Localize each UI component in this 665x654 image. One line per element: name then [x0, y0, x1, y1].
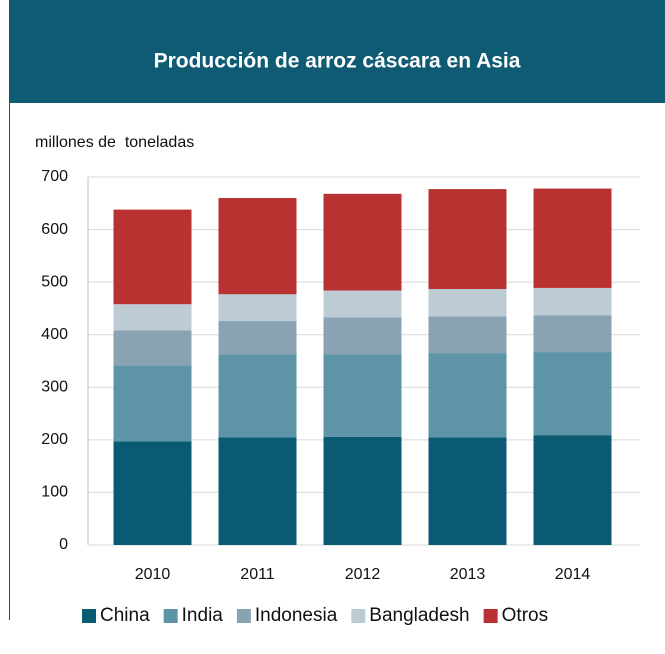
- bar-segment: [533, 315, 612, 353]
- bar-segment: [323, 290, 402, 318]
- bar-segment: [428, 437, 507, 545]
- bar-segment: [218, 354, 297, 438]
- legend-swatch: [82, 609, 96, 623]
- y-tick-label: 600: [41, 221, 68, 238]
- x-tick-label: 2013: [450, 566, 486, 583]
- bar-segment: [323, 317, 402, 355]
- y-tick-label: 400: [41, 326, 68, 343]
- y-axis-label: millones de toneladas: [35, 134, 194, 151]
- y-tick-label: 500: [41, 273, 68, 290]
- bar-segment: [113, 330, 192, 366]
- bar-segment: [323, 354, 402, 437]
- x-tick-label: 2011: [240, 566, 275, 583]
- bar-segment: [113, 304, 192, 331]
- bar-segment: [113, 365, 192, 442]
- bar-segment: [218, 321, 297, 355]
- y-tick-label: 100: [41, 484, 68, 501]
- bar-segment: [323, 193, 402, 291]
- bar-segment: [533, 287, 612, 316]
- bar-segment: [218, 294, 297, 322]
- bar-segment: [533, 435, 612, 545]
- bar-segment: [533, 352, 612, 436]
- bar-segment: [428, 316, 507, 354]
- legend-label: India: [182, 605, 224, 626]
- y-tick-label: 200: [41, 431, 68, 448]
- y-tick-label: 0: [59, 536, 68, 553]
- bar-segment: [428, 189, 507, 289]
- legend-swatch: [483, 609, 498, 623]
- bar-segment: [428, 288, 507, 317]
- header-band: [9, 0, 665, 103]
- y-tick-label: 700: [41, 168, 68, 185]
- bar-segment: [428, 353, 507, 438]
- bar-segment: [323, 436, 402, 545]
- x-tick-label: 2012: [345, 566, 381, 583]
- bar-segment: [533, 188, 612, 288]
- legend-swatch: [163, 609, 178, 623]
- bar-segment: [113, 209, 192, 305]
- legend-swatch: [236, 609, 251, 623]
- bar-segment: [218, 437, 297, 545]
- legend-label: Bangladesh: [369, 605, 469, 626]
- x-tick-label: 2014: [555, 566, 591, 583]
- legend-label: Otros: [502, 605, 548, 626]
- y-tick-label: 300: [41, 379, 68, 396]
- legend-label: Indonesia: [255, 605, 338, 626]
- bar-segment: [218, 198, 297, 295]
- legend-swatch: [351, 609, 366, 623]
- x-tick-label: 2010: [135, 566, 171, 583]
- bar-segment: [113, 441, 192, 545]
- chart-title: Producción de arroz cáscara en Asia: [154, 50, 521, 73]
- legend-label: China: [100, 605, 150, 626]
